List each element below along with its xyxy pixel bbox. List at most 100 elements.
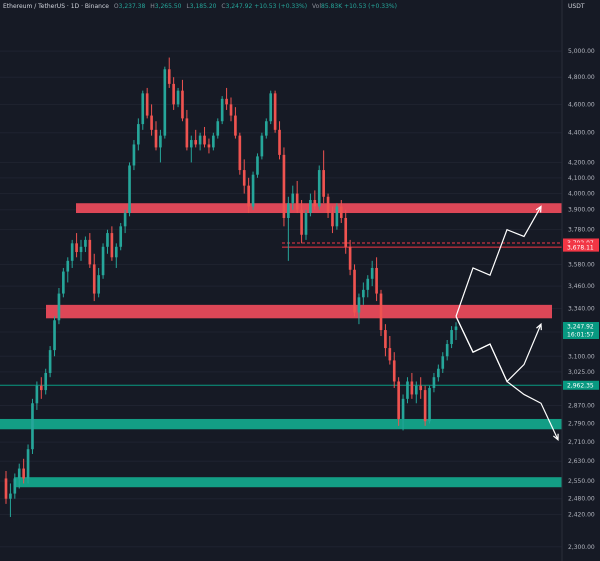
candle-body	[300, 209, 303, 235]
candle-body	[44, 372, 48, 391]
y-tick-label: 3,580.00	[568, 261, 595, 268]
low-label: L	[186, 3, 190, 10]
projections	[455, 205, 559, 441]
y-tick-label: 2,420.00	[568, 511, 595, 518]
candle-body	[242, 170, 246, 186]
candle-body	[313, 199, 317, 207]
candle-body	[22, 468, 25, 479]
candle-body	[132, 144, 136, 166]
y-tick-label: 4,100.00	[568, 175, 595, 182]
open-label: O	[113, 3, 119, 10]
y-tick-label: 2,630.00	[568, 458, 595, 465]
projection-arrowhead-icon	[535, 205, 542, 213]
candle-body	[212, 135, 215, 148]
levels	[0, 242, 562, 386]
y-tick-label: 4,600.00	[568, 101, 595, 108]
open-value: 3,237.38	[118, 3, 146, 10]
candle-body	[57, 293, 61, 321]
candle-body	[309, 199, 312, 214]
close-value: 3,247.92	[225, 3, 253, 10]
high-value: 3,265.50	[154, 3, 182, 10]
candle-body	[366, 278, 370, 290]
candle-body	[35, 385, 39, 404]
y-tick-label: 3,780.00	[568, 227, 595, 234]
y-tick-label: 4,200.00	[568, 159, 595, 166]
candle-body	[48, 350, 52, 373]
currency-unit: USDT	[568, 3, 585, 10]
resistance-zone	[76, 203, 565, 214]
candle-body	[194, 140, 198, 145]
y-tick-label: 4,400.00	[568, 130, 595, 137]
candle-body	[62, 271, 65, 294]
price-axis: 5,000.00 4,800.00 4,600.00 4,400.00 4,200.00…	[561, 0, 600, 561]
candle-body	[88, 239, 92, 265]
candle-body	[13, 478, 17, 494]
candle-body	[317, 170, 321, 207]
candle-body	[189, 140, 193, 148]
resistance-zone	[46, 304, 552, 319]
candle-body	[379, 293, 383, 331]
candle-body	[75, 243, 78, 253]
candle-body	[450, 330, 453, 345]
volume-label: Vol	[312, 3, 322, 10]
candle-body	[167, 69, 171, 84]
candle-body	[9, 493, 12, 499]
candle-body	[441, 356, 445, 369]
candle-body	[256, 156, 259, 175]
candle-body	[339, 206, 343, 218]
candle-body	[362, 289, 365, 298]
candle-body	[17, 468, 21, 479]
candle-body	[445, 344, 449, 357]
candle-body	[392, 360, 396, 382]
candle-body	[26, 449, 30, 479]
volume-value: 85.83K	[321, 3, 343, 10]
candle-body	[141, 93, 145, 125]
projection-arrowhead-icon	[552, 433, 559, 441]
candle-body	[198, 135, 202, 145]
candle-body	[278, 129, 281, 155]
candle-body	[388, 348, 392, 361]
y-tick-label: 3,900.00	[568, 207, 595, 214]
candle-body	[269, 93, 273, 122]
candles	[4, 57, 458, 517]
y-tick-label: 2,710.00	[568, 439, 595, 446]
candle-body	[97, 275, 100, 294]
candle-body	[92, 264, 96, 294]
candle-body	[176, 90, 180, 105]
zones	[0, 203, 565, 488]
y-tick-label: 3,460.00	[568, 283, 595, 290]
candle-body	[357, 297, 361, 313]
low-value: 3,185.20	[189, 3, 217, 10]
price-label-text: 3,678.11	[567, 244, 594, 251]
candle-body	[322, 170, 325, 197]
candle-body	[282, 154, 286, 218]
candle-body	[291, 193, 295, 204]
candle-body	[203, 135, 206, 145]
candle-body	[150, 115, 153, 130]
y-tick-label: 3,025.00	[568, 369, 595, 376]
candle-body	[172, 83, 175, 105]
price-label-box	[563, 242, 599, 252]
candle-body	[304, 213, 308, 235]
candle-body	[331, 213, 334, 227]
price-axis-background	[562, 0, 600, 561]
candle-body	[84, 239, 87, 247]
y-tick-label: 3,340.00	[568, 306, 595, 313]
candle-body	[401, 398, 405, 419]
candle-body	[70, 243, 74, 261]
bearish-projection-path	[455, 316, 559, 440]
candle-body	[101, 246, 105, 276]
candle-body	[154, 129, 158, 148]
candle-body	[181, 90, 184, 119]
price-label-text: 3,247.92	[567, 324, 594, 331]
price-label-box	[563, 330, 599, 340]
candle-body	[295, 193, 299, 210]
candle-body	[123, 213, 127, 227]
candle-body	[432, 377, 436, 388]
candle-body	[344, 217, 348, 247]
candle-body	[428, 387, 431, 422]
y-tick-label: 5,000.00	[568, 48, 595, 55]
